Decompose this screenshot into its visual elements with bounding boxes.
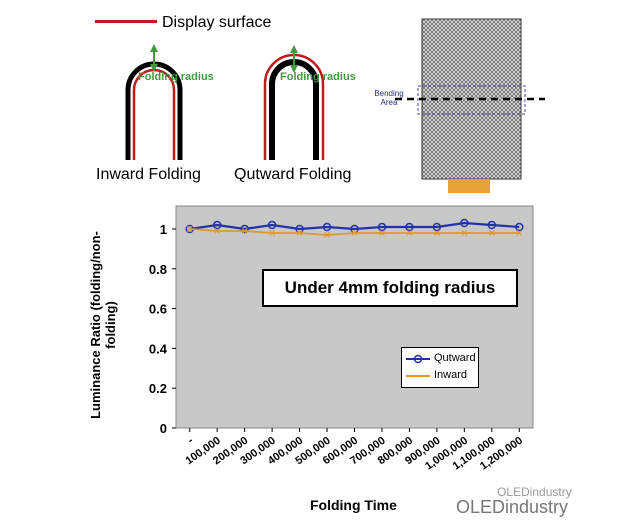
- data-point-inward: [324, 232, 330, 238]
- data-point-inward: [241, 228, 248, 234]
- y-tick-label: 0.6: [149, 302, 167, 317]
- display-surface-legend-line: [95, 20, 157, 23]
- inward-folding-caption: Inward Folding: [96, 166, 201, 183]
- data-point-inward: [488, 230, 495, 236]
- chart-legend: Qutward Inward: [401, 347, 479, 388]
- x-tick-label: -: [186, 434, 196, 446]
- y-tick-label: 0.8: [149, 262, 167, 277]
- plot-area: [175, 205, 534, 429]
- data-point-inward: [186, 226, 193, 232]
- display-surface-legend-label: Display surface: [162, 14, 272, 31]
- data-point-inward: [296, 230, 303, 236]
- data-point-inward: [379, 230, 385, 236]
- y-tick-label: 1: [160, 222, 167, 237]
- data-point-inward: [351, 230, 358, 236]
- chart-note: Under 4mm folding radius: [262, 269, 518, 307]
- data-point-inward: [433, 230, 440, 236]
- data-point-qutward: [487, 220, 497, 230]
- data-point-qutward: [377, 222, 387, 232]
- data-point-inward: [214, 228, 221, 234]
- watermark-text: OLEDindustry: [456, 497, 569, 517]
- panel-illustration: [395, 18, 545, 193]
- outward-fold-diagram: [263, 45, 325, 160]
- data-point-inward: [406, 230, 413, 236]
- y-tick-label: 0.2: [149, 381, 167, 396]
- y-tick-label: 0: [160, 421, 167, 436]
- legend-entry-inward: Inward: [434, 369, 468, 381]
- outward-folding-radius-label: Folding radius: [280, 71, 356, 83]
- data-point-qutward: [460, 218, 469, 228]
- watermark-small-text: OLEDindustry: [497, 485, 572, 499]
- data-point-inward: [516, 230, 523, 236]
- data-point-inward: [461, 230, 468, 236]
- data-point-qutward: [322, 222, 332, 232]
- legend-entry-outward: Qutward: [434, 352, 476, 364]
- inward-folding-radius-label: Folding radius: [138, 71, 214, 83]
- data-point-qutward: [405, 222, 414, 232]
- chart-marks: [185, 218, 524, 238]
- data-point-qutward: [515, 222, 524, 232]
- series-line-qutward: [189, 221, 520, 231]
- data-point-qutward: [267, 220, 277, 230]
- y-axis-title: Luminance Ratio (folding/non-folding): [88, 231, 118, 419]
- y-tick-label: 0.4: [149, 341, 168, 356]
- data-point-inward: [269, 230, 276, 236]
- data-point-qutward: [240, 224, 249, 234]
- inward-fold-diagram: [125, 44, 183, 160]
- bending-area-label: Bending Area: [374, 89, 404, 107]
- x-axis-title: Folding Time: [310, 497, 397, 513]
- data-point-qutward: [212, 220, 222, 230]
- outward-folding-caption: Qutward Folding: [234, 166, 352, 183]
- data-point-qutward: [432, 222, 442, 232]
